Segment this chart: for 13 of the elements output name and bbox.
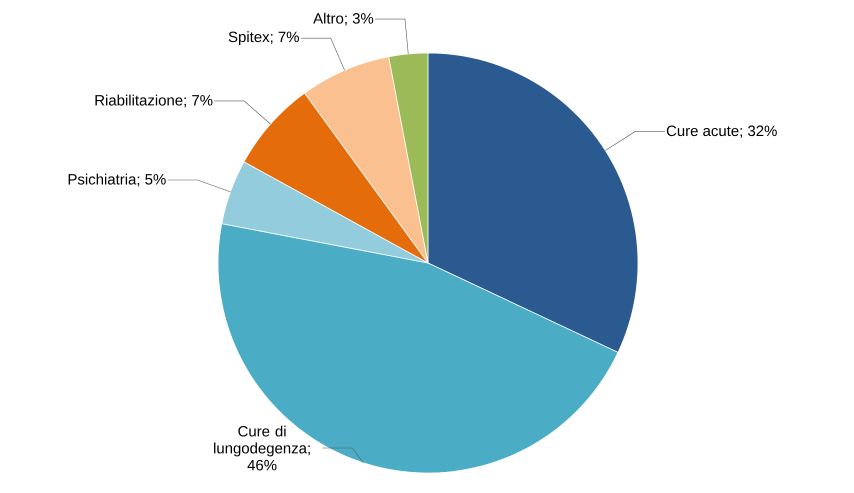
data-label: ; 7%	[270, 32, 299, 44]
data-label: ; 7%	[184, 95, 212, 108]
slice-label: Altro	[313, 12, 344, 24]
slice-label: Psichiatria	[68, 174, 136, 185]
data-label: ; 5%	[138, 174, 166, 186]
data-label: ; 32%	[740, 126, 777, 138]
slice-label: Spitex	[228, 31, 270, 46]
data-label: ; 3%	[345, 13, 374, 26]
slice-label: Cure di lungodegenza	[214, 426, 307, 456]
text: ;	[308, 445, 310, 456]
text: 46%	[247, 460, 277, 470]
slice-label: Riabilitazione	[95, 94, 182, 106]
slice-label: Cure acute	[666, 126, 738, 136]
